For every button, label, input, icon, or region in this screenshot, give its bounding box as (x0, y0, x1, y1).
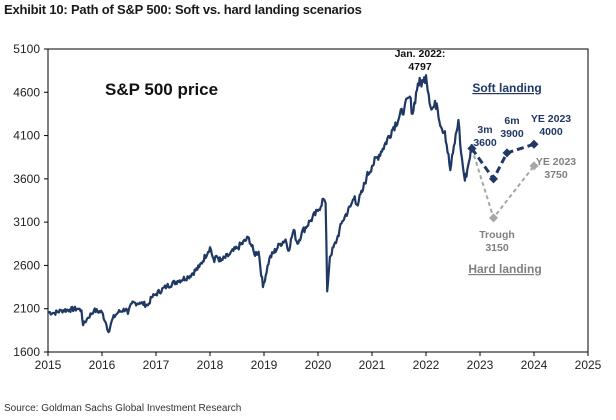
y-tick-label: 2100 (13, 302, 40, 316)
hard-trough-label: Trough (479, 229, 515, 241)
soft-3m-value: 3600 (473, 137, 497, 149)
soft-6m-label: 6m (504, 115, 519, 127)
y-tick-label: 3100 (13, 215, 40, 229)
scenario-paths (467, 139, 539, 223)
soft-landing-path (470, 142, 535, 182)
soft-landing-point (529, 139, 539, 149)
exhibit-title: Exhibit 10: Path of S&P 500: Soft vs. ha… (4, 2, 362, 17)
y-tick-label: 5100 (13, 42, 40, 56)
soft-landing-point (467, 144, 477, 154)
peak-annotation-label: Jan. 2022: (395, 48, 446, 60)
x-tick-label: 2017 (143, 358, 170, 372)
y-tick-label: 2600 (13, 258, 40, 272)
x-tick-label: 2018 (197, 358, 224, 372)
soft-ye-value: 4000 (539, 126, 563, 138)
hard-landing-point (489, 213, 498, 223)
soft-3m-label: 3m (477, 124, 492, 136)
x-tick-label: 2025 (575, 358, 602, 372)
x-tick-label: 2019 (251, 358, 278, 372)
source-note: Source: Goldman Sachs Global Investment … (4, 403, 242, 414)
y-axis: 1600 2100 2600 3100 3600 4100 4600 5100 (13, 42, 48, 359)
soft-ye-label: YE 2023 (531, 113, 571, 125)
soft-landing-point (502, 148, 512, 158)
soft-landing-point (489, 174, 498, 184)
x-tick-label: 2022 (413, 358, 440, 372)
x-tick-label: 2023 (467, 358, 494, 372)
hard-trough-value: 3150 (485, 242, 509, 254)
x-tick-label: 2015 (35, 358, 62, 372)
x-tick-label: 2016 (89, 358, 116, 372)
chart-title: S&P 500 price (105, 80, 218, 99)
y-tick-label: 1600 (13, 345, 40, 359)
soft-landing-title: Soft landing (472, 81, 541, 95)
soft-6m-value: 3900 (500, 128, 524, 140)
y-tick-label: 4600 (13, 85, 40, 99)
y-tick-label: 4100 (13, 129, 40, 143)
hard-landing-title: Hard landing (468, 262, 541, 276)
peak-annotation-value: 4797 (408, 61, 432, 73)
x-tick-label: 2024 (521, 358, 548, 372)
hard-landing-point (529, 161, 539, 171)
y-tick-label: 3600 (13, 172, 40, 186)
x-tick-label: 2021 (359, 358, 386, 372)
x-axis: 2015 2016 2017 2018 2019 2020 2021 2022 2023 2024… (35, 352, 602, 372)
hard-ye-label: YE 2023 (536, 156, 576, 168)
sp500-price-line (47, 74, 473, 334)
hard-ye-value: 3750 (544, 169, 568, 181)
x-tick-label: 2020 (305, 358, 332, 372)
